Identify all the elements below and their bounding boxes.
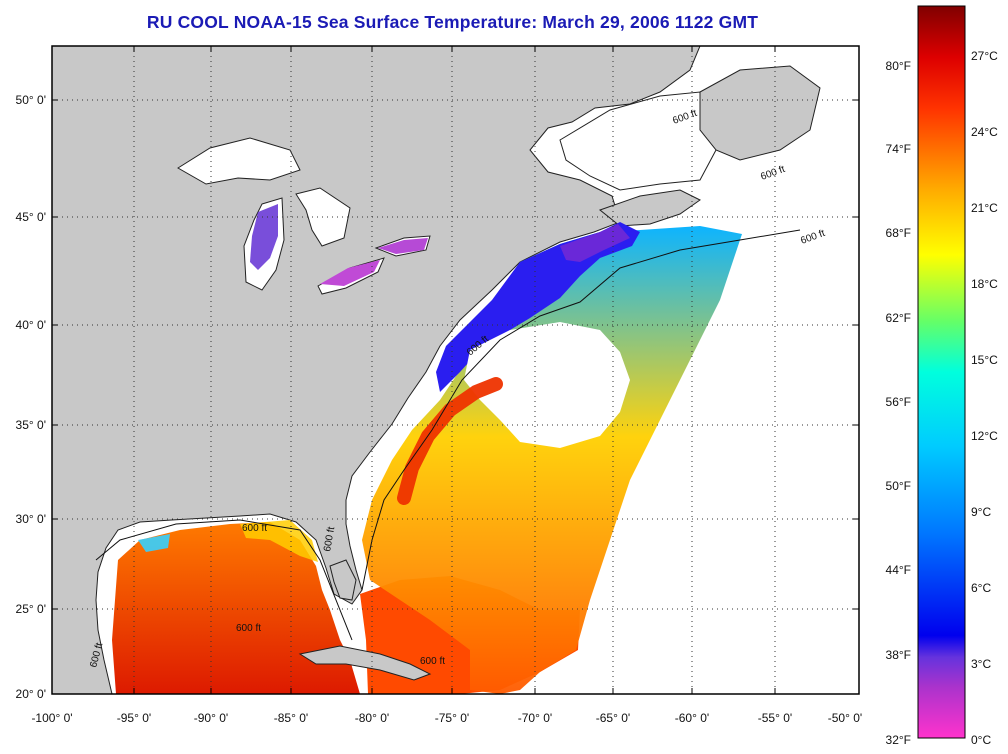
f-label: 38°F bbox=[886, 648, 911, 662]
lon-label: -55° 0' bbox=[758, 711, 792, 725]
colorbar-gradient bbox=[917, 5, 966, 739]
lon-label: -65° 0' bbox=[596, 711, 630, 725]
map-title: RU COOL NOAA-15 Sea Surface Temperature:… bbox=[146, 12, 759, 32]
lat-label: 35° 0' bbox=[16, 418, 46, 432]
f-label: 80°F bbox=[886, 59, 911, 73]
cloud-cover bbox=[464, 322, 630, 448]
gulf-of-mexico-sst bbox=[112, 522, 360, 694]
c-label: 24°C bbox=[971, 125, 998, 139]
lat-label: 25° 0' bbox=[16, 602, 46, 616]
lake-superior bbox=[177, 137, 301, 185]
lon-label: -70° 0' bbox=[518, 711, 552, 725]
lon-label: -60° 0' bbox=[675, 711, 709, 725]
f-label: 50°F bbox=[886, 479, 911, 493]
axis-ticks bbox=[51, 46, 860, 695]
c-label: 3°C bbox=[971, 657, 991, 671]
gulf-st-lawrence bbox=[559, 91, 717, 191]
f-label: 32°F bbox=[886, 733, 911, 747]
isobath-label: 600 ft bbox=[322, 526, 337, 553]
isobath-600ft bbox=[95, 519, 353, 641]
latitude-axis: 50° 0' 45° 0' 40° 0' 35° 0' 30° 0' 25° 0… bbox=[16, 93, 46, 701]
lat-label: 20° 0' bbox=[16, 687, 46, 701]
lat-label: 45° 0' bbox=[16, 210, 46, 224]
lake-michigan-sst bbox=[250, 204, 278, 270]
map-border bbox=[51, 45, 860, 695]
isobath-600ft-east bbox=[361, 229, 801, 591]
colorbar: 80°F 74°F 68°F 62°F 56°F 50°F 44°F 38°F … bbox=[886, 5, 998, 747]
isobath-label: 600 ft bbox=[420, 656, 445, 667]
f-label: 68°F bbox=[886, 226, 911, 240]
gulf-cool-patch bbox=[138, 534, 170, 552]
f-label: 74°F bbox=[886, 142, 911, 156]
c-label: 12°C bbox=[971, 429, 998, 443]
lon-label: -75° 0' bbox=[435, 711, 469, 725]
longitude-axis: -100° 0' -95° 0' -90° 0' -85° 0' -80° 0'… bbox=[31, 711, 862, 725]
c-label: 0°C bbox=[971, 733, 991, 747]
c-label: 21°C bbox=[971, 201, 998, 215]
lon-label: -95° 0' bbox=[117, 711, 151, 725]
isobath-label: 600 ft bbox=[242, 523, 267, 534]
lat-label: 50° 0' bbox=[16, 93, 46, 107]
land-cuba bbox=[298, 645, 432, 681]
lake-erie-sst bbox=[320, 260, 380, 286]
land-florida-keys bbox=[329, 559, 357, 601]
c-label: 6°C bbox=[971, 581, 991, 595]
gulf-coastal-band bbox=[240, 520, 318, 562]
lake-ontario-sst bbox=[378, 238, 428, 254]
lon-label: -90° 0' bbox=[194, 711, 228, 725]
lon-label: -85° 0' bbox=[274, 711, 308, 725]
f-label: 62°F bbox=[886, 311, 911, 325]
lat-label: 40° 0' bbox=[16, 318, 46, 332]
f-label: 56°F bbox=[886, 395, 911, 409]
colorbar-celsius: 27°C 24°C 21°C 18°C 15°C 12°C 9°C 6°C 3°… bbox=[971, 49, 998, 747]
lon-label: -80° 0' bbox=[355, 711, 389, 725]
land-north-america bbox=[52, 46, 701, 694]
c-label: 27°C bbox=[971, 49, 998, 63]
c-label: 18°C bbox=[971, 277, 998, 291]
lon-label: -100° 0' bbox=[31, 711, 72, 725]
colorbar-fahrenheit: 80°F 74°F 68°F 62°F 56°F 50°F 44°F 38°F … bbox=[886, 59, 911, 747]
f-label: 44°F bbox=[886, 563, 911, 577]
c-label: 15°C bbox=[971, 353, 998, 367]
lat-label: 30° 0' bbox=[16, 512, 46, 526]
atlantic-swath-sst bbox=[362, 226, 742, 694]
lon-label: -50° 0' bbox=[828, 711, 862, 725]
isobath-label: 600 ft bbox=[236, 623, 261, 634]
gulf-stream bbox=[397, 377, 503, 505]
shelf-cold-water bbox=[436, 222, 640, 392]
c-label: 9°C bbox=[971, 505, 991, 519]
gulf-of-maine-purple bbox=[560, 224, 630, 262]
